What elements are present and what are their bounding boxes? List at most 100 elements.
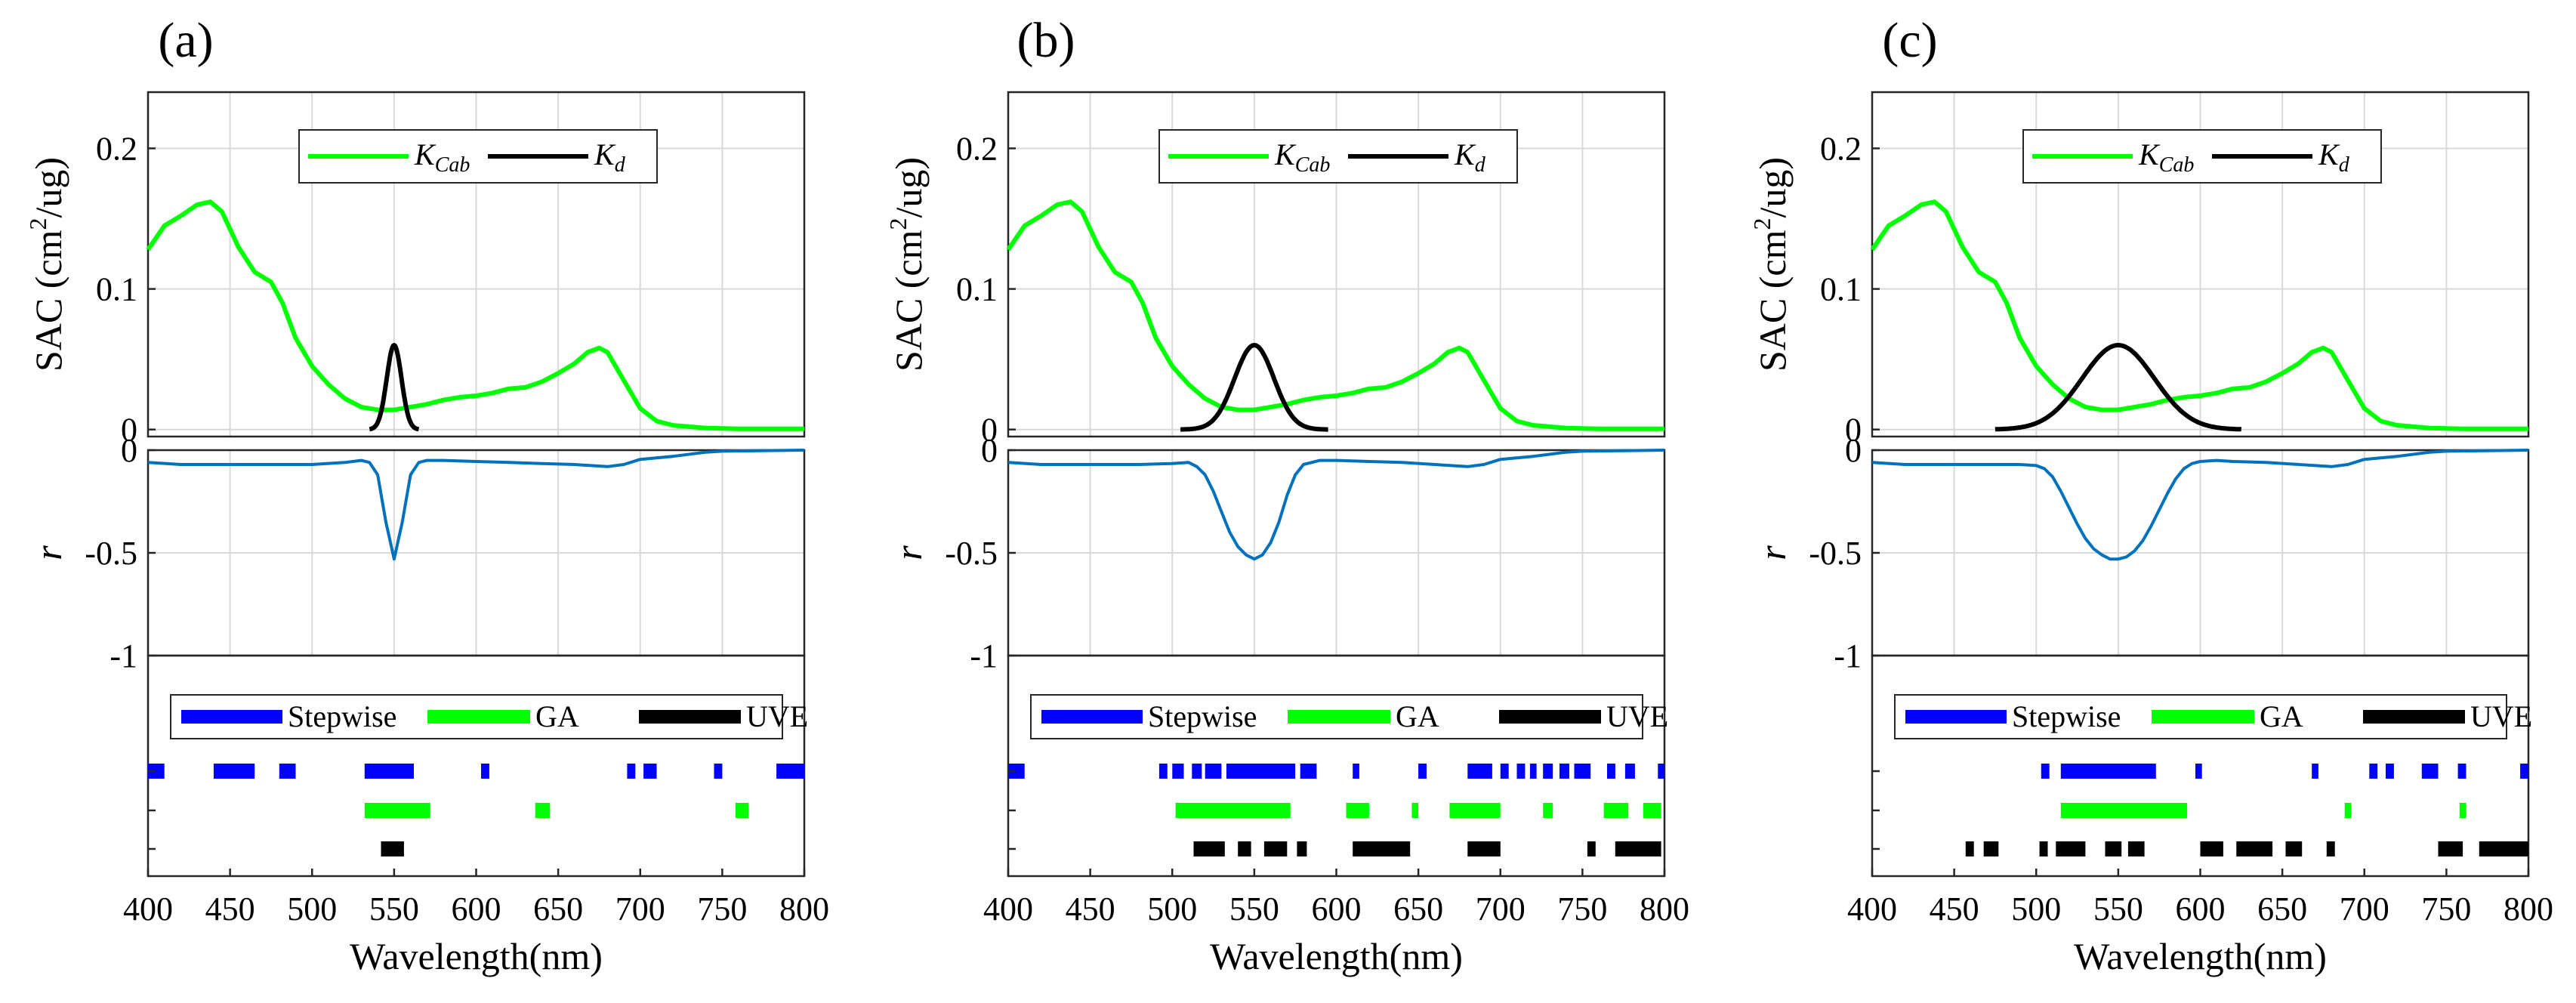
stepwise-band — [2369, 764, 2378, 779]
stepwise-band — [1529, 764, 1537, 779]
uve-band — [2056, 841, 2086, 856]
stepwise-band — [1500, 764, 1509, 779]
ga-band — [2459, 803, 2466, 818]
r-ylabel: r — [887, 545, 930, 560]
uve-band — [381, 841, 404, 856]
x-axis: 400 450 500 550 600 650 700 750 800 Wavelength(nm… — [1847, 869, 2553, 977]
xtick-label: 450 — [1066, 890, 1115, 927]
ga-band — [1543, 803, 1553, 818]
kd-line — [368, 343, 421, 432]
r-ytick-label: -1 — [110, 637, 137, 674]
ga-band — [1346, 803, 1369, 818]
bands-subplot: Stepwise GA UVE — [147, 654, 808, 878]
stepwise-band — [627, 764, 636, 779]
stepwise-band — [213, 764, 255, 779]
sac-ylabel-sup: 2 — [884, 218, 912, 230]
legend-kd-sub: d — [2339, 153, 2350, 177]
stepwise-row — [1008, 764, 1664, 779]
legend-ga-label: GA — [2260, 699, 2303, 733]
xtick-label: 500 — [2011, 890, 2061, 927]
ga-band — [1449, 803, 1501, 818]
uve-band — [2127, 841, 2145, 856]
stepwise-band — [1300, 764, 1317, 779]
stepwise-band — [1624, 764, 1635, 779]
x-axis: 400 450 500 550 600 650 700 750 800 Wavelength(nm… — [983, 869, 1689, 977]
stepwise-band — [2195, 764, 2202, 779]
legend-kcab-sub: Cab — [1295, 153, 1331, 177]
r-ytick-label: -0.5 — [1809, 535, 1862, 572]
uve-row — [1193, 841, 1661, 856]
sac-ylabel-main: SAC (cm — [887, 230, 930, 372]
uve-band — [1297, 841, 1307, 856]
r-subplot: -1 -0.5 0 r — [1751, 432, 2530, 674]
uve-band — [1965, 841, 1974, 856]
xtick-label: 600 — [1312, 890, 1362, 927]
legend-kd-sub: d — [615, 153, 626, 177]
legend-kd-label: Kd — [594, 137, 626, 177]
uve-band — [1353, 841, 1411, 856]
sac-ylabel-sup: 2 — [24, 218, 51, 230]
panel-label: (c) — [1882, 13, 1937, 68]
x-axis-label: Wavelength(nm) — [350, 935, 603, 977]
r-ytick-label: -0.5 — [945, 535, 998, 572]
sac-ytick-label: 0.1 — [1820, 271, 1862, 308]
sac-ylabel-sup: 2 — [1748, 218, 1775, 230]
sac-legend: KCab Kd — [298, 129, 658, 184]
stepwise-band — [2041, 764, 2050, 779]
uve-band — [1263, 841, 1288, 856]
sac-legend: KCab Kd — [2022, 129, 2382, 184]
stepwise-band — [1574, 764, 1591, 779]
stepwise-band — [364, 764, 414, 779]
r-ytick-label: 0 — [1845, 432, 1862, 469]
uve-band — [2479, 841, 2528, 856]
xtick-label: 400 — [123, 890, 173, 927]
xtick-label: 600 — [452, 890, 501, 927]
stepwise-band — [1467, 764, 1492, 779]
uve-band — [2039, 841, 2048, 856]
legend-kd-name: K — [1454, 137, 1476, 171]
stepwise-band — [776, 764, 804, 779]
r-ytick-label: -0.5 — [85, 535, 137, 572]
sac-ytick-label: 0.1 — [96, 271, 137, 308]
uve-band — [2285, 841, 2303, 856]
legend-kcab-label: KCab — [1274, 137, 1330, 177]
kcab-line — [1006, 199, 1664, 431]
ga-band — [735, 803, 749, 818]
kcab-line — [1870, 199, 2528, 431]
stepwise-band — [1353, 764, 1359, 779]
legend-stepwise-swatch — [181, 710, 282, 724]
sac-ytick-label: 0 — [981, 412, 998, 449]
uve-band — [1587, 841, 1596, 856]
r-subplot: -1 -0.5 0 r — [27, 432, 806, 674]
xtick-label: 450 — [205, 890, 255, 927]
kd-line — [1994, 343, 2243, 432]
stepwise-band — [279, 764, 296, 779]
sac-ylabel: SAC (cm2/ug) — [24, 157, 69, 372]
legend-stepwise-label: Stepwise — [2012, 699, 2121, 733]
r-ylabel: r — [27, 545, 69, 560]
legend-kcab-sub: Cab — [435, 153, 470, 177]
xtick-label: 500 — [287, 890, 337, 927]
stepwise-band — [1516, 764, 1526, 779]
panel-label: (b) — [1017, 13, 1075, 68]
sac-ytick-label: 0 — [121, 412, 137, 449]
uve-band — [1193, 841, 1225, 856]
ga-band — [1643, 803, 1661, 818]
x-axis-label: Wavelength(nm) — [1210, 935, 1463, 977]
stepwise-band — [643, 764, 657, 779]
uve-band — [2200, 841, 2223, 856]
legend-uve-label: UVE — [2470, 699, 2532, 733]
legend-kcab-name: K — [2138, 137, 2161, 171]
kd-line — [1179, 343, 1330, 432]
stepwise-band — [2312, 764, 2318, 779]
sac-ylabel: SAC (cm2/ug) — [884, 157, 930, 372]
stepwise-band — [1658, 764, 1664, 779]
uve-row — [1965, 841, 2528, 856]
bands-subplot: Stepwise GA UVE — [1007, 654, 1668, 878]
xtick-label: 750 — [697, 890, 747, 927]
